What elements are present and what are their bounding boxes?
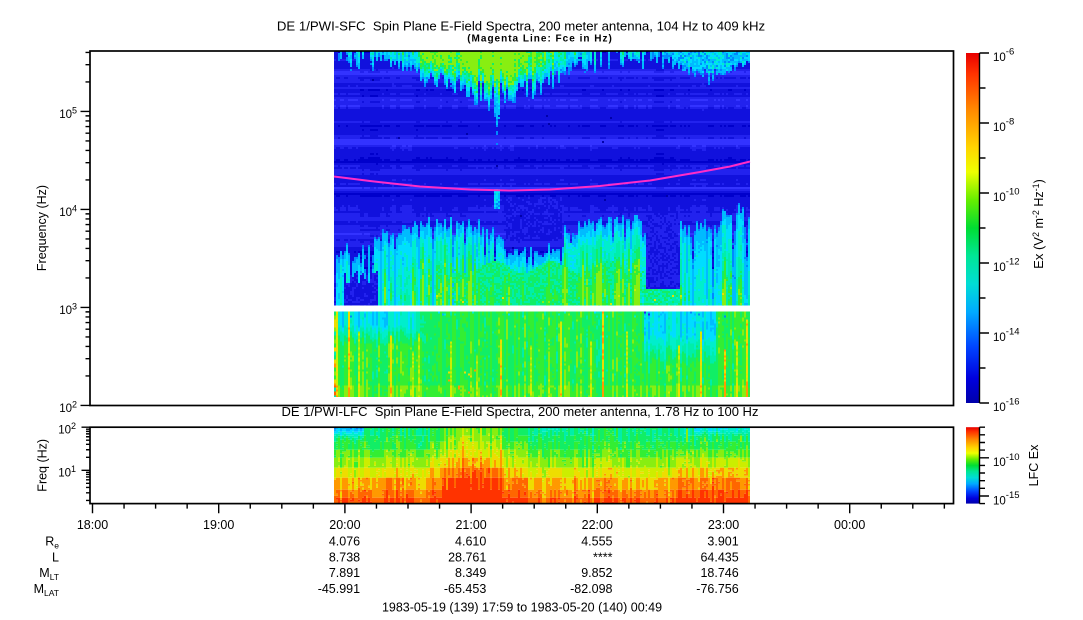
svg-text:-65.453: -65.453	[444, 582, 486, 596]
svg-text:LFC Ex: LFC Ex	[1027, 444, 1041, 486]
svg-text:(Magenta Line: Fce in Hz): (Magenta Line: Fce in Hz)	[467, 34, 613, 45]
svg-text:-82.098: -82.098	[570, 582, 612, 596]
svg-text:20:00: 20:00	[329, 518, 360, 532]
svg-text:18:00: 18:00	[77, 518, 108, 532]
svg-text:Ex (V2 m-2 Hz-1): Ex (V2 m-2 Hz-1)	[1031, 179, 1046, 269]
svg-text:-45.991: -45.991	[318, 582, 360, 596]
svg-text:3.901: 3.901	[707, 535, 738, 549]
svg-text:7.891: 7.891	[329, 566, 360, 580]
svg-text:-76.756: -76.756	[696, 582, 738, 596]
svg-text:Frequency (Hz): Frequency (Hz)	[35, 185, 49, 271]
svg-text:4.610: 4.610	[455, 535, 486, 549]
svg-text:4.555: 4.555	[581, 535, 612, 549]
svg-text:8.738: 8.738	[329, 550, 360, 564]
svg-text:4.076: 4.076	[329, 535, 360, 549]
svg-text:DE 1/PWI-SFC Spin Plane E-Fie: DE 1/PWI-SFC Spin Plane E-Field Spectra,…	[277, 19, 765, 34]
svg-text:1983-05-19 (139) 17:59 to 1983: 1983-05-19 (139) 17:59 to 1983-05-20 (14…	[382, 601, 662, 615]
svg-text:Freq (Hz): Freq (Hz)	[36, 439, 50, 492]
svg-text:23:00: 23:00	[708, 518, 739, 532]
svg-text:18.746: 18.746	[700, 566, 738, 580]
svg-text:DE 1/PWI-LFC Spin Plane E-Fie: DE 1/PWI-LFC Spin Plane E-Field Spectra,…	[282, 404, 759, 419]
svg-text:28.761: 28.761	[448, 550, 486, 564]
svg-text:21:00: 21:00	[455, 518, 486, 532]
svg-text:9.852: 9.852	[581, 566, 612, 580]
svg-text:19:00: 19:00	[203, 518, 234, 532]
svg-text:L: L	[52, 550, 59, 564]
svg-text:00:00: 00:00	[834, 518, 865, 532]
svg-text:64.435: 64.435	[700, 550, 738, 564]
svg-text:22:00: 22:00	[582, 518, 613, 532]
svg-text:8.349: 8.349	[455, 566, 486, 580]
svg-text:****: ****	[593, 550, 613, 564]
